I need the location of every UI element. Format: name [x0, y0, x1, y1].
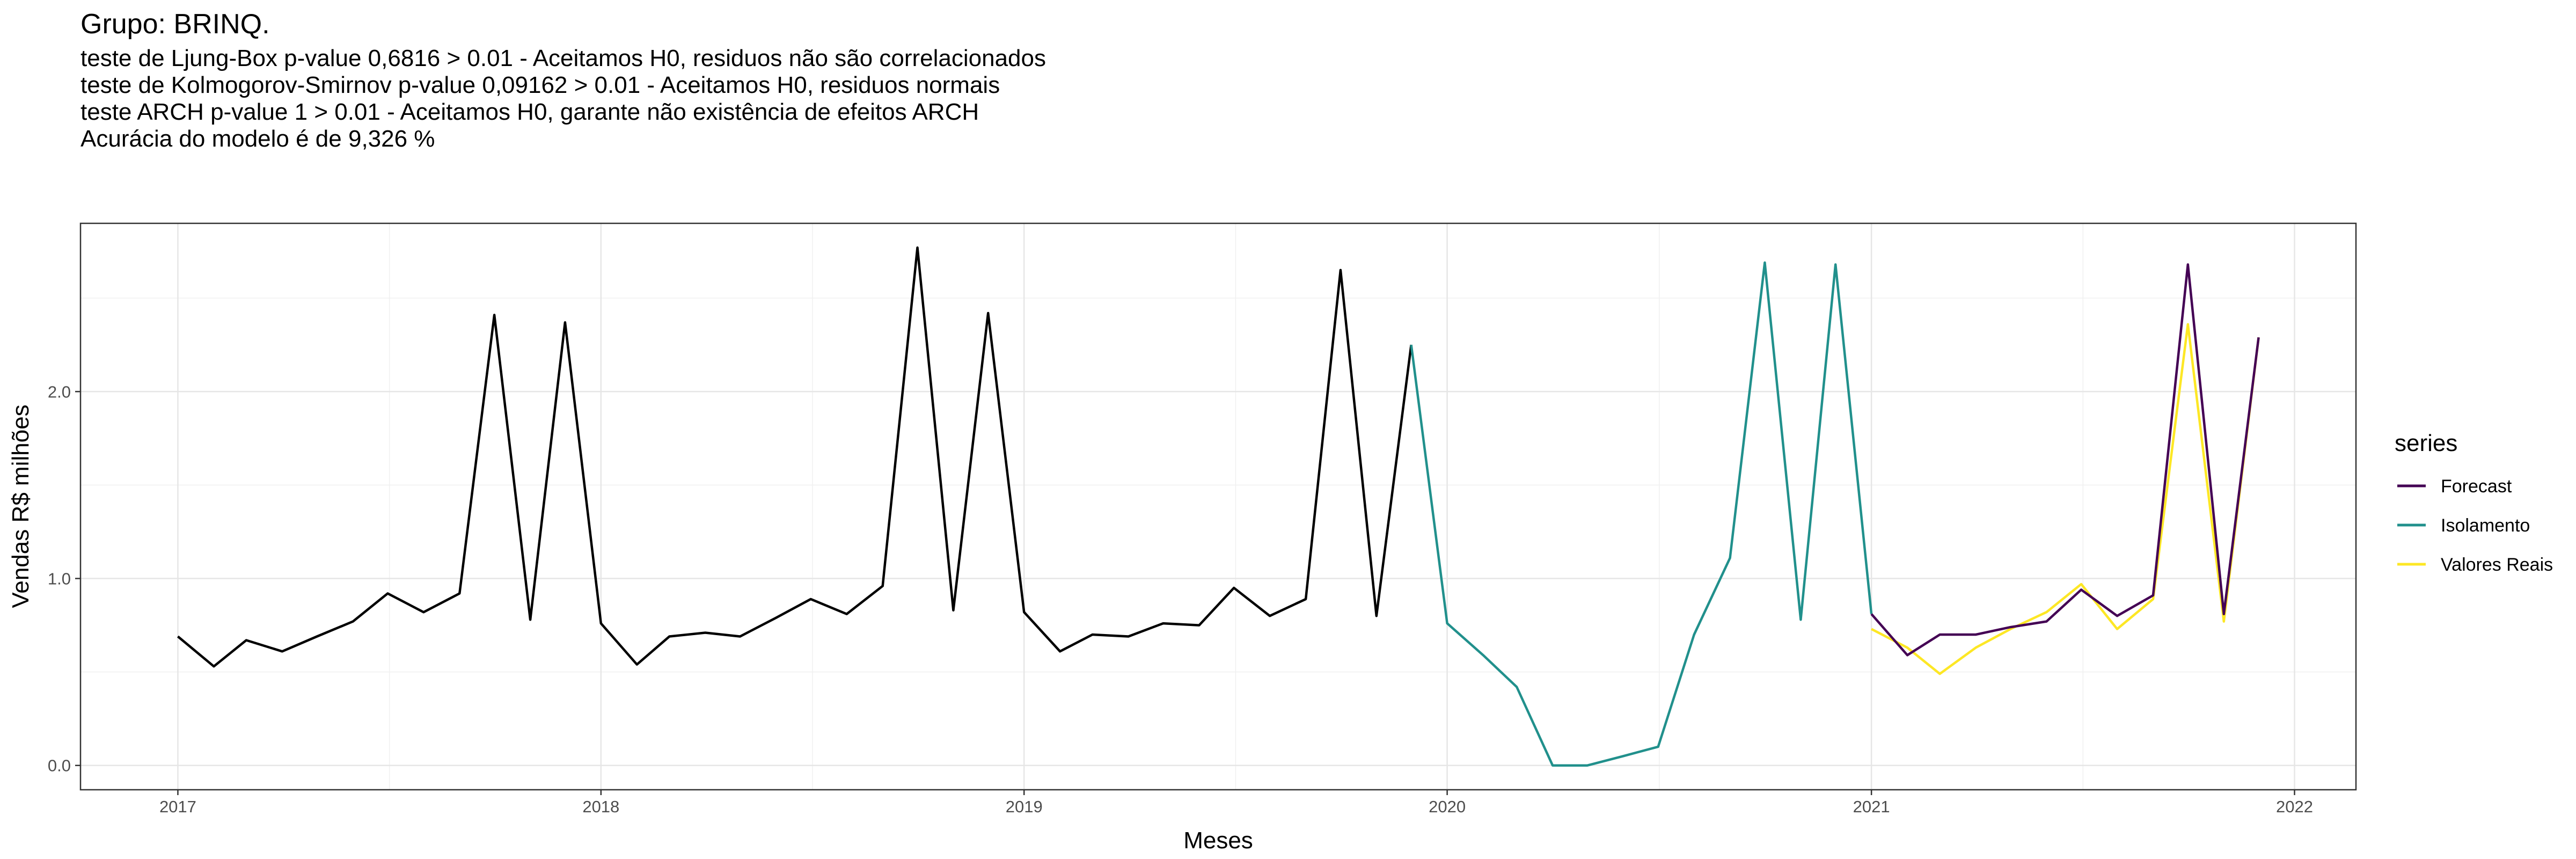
legend: series Forecast Isolamento Valores Reais [2395, 430, 2553, 575]
legend-label-isolamento: Isolamento [2441, 515, 2530, 536]
series-line-valores-reais [1871, 323, 2260, 675]
x-tick-label-2022: 2022 [2276, 797, 2313, 816]
x-tick-label-2017: 2017 [159, 797, 196, 816]
y-tick-label-2-0: 2.0 [48, 382, 71, 401]
y-axis-title: Vendas R$ milhões [8, 404, 34, 608]
x-tick-label-2019: 2019 [1006, 797, 1043, 816]
x-axis: 2017 2018 2019 2020 2021 2022 [159, 790, 2313, 816]
y-tick-label-1-0: 1.0 [48, 570, 71, 588]
subtitle-line-kolmogorov-smirnov: teste de Kolmogorov-Smirnov p-value 0,09… [80, 72, 1000, 98]
plot-panel-border [79, 222, 2357, 791]
subtitle-line-accuracy: Acurácia do modelo é de 9,326 % [80, 126, 435, 152]
x-tick-label-2018: 2018 [582, 797, 619, 816]
y-axis: 0.0 1.0 2.0 [48, 382, 80, 775]
x-tick-label-2020: 2020 [1429, 797, 1466, 816]
chart-title: Grupo: BRINQ. [80, 9, 270, 40]
legend-title: series [2395, 430, 2457, 456]
chart-subtitle: teste de Ljung-Box p-value 0,6816 > 0.01… [80, 45, 1046, 152]
legend-item-forecast: Forecast [2397, 476, 2512, 497]
series-line-isolamento [1410, 261, 1873, 767]
series-line-historico [177, 246, 1413, 668]
y-tick-label-0-0: 0.0 [48, 756, 71, 775]
x-tick-label-2021: 2021 [1853, 797, 1890, 816]
subtitle-line-arch: teste ARCH p-value 1 > 0.01 - Aceitamos … [80, 99, 979, 125]
plot-background [80, 223, 2356, 790]
legend-item-isolamento: Isolamento [2397, 515, 2530, 536]
grid-minor [80, 223, 2356, 790]
grid-major [80, 223, 2356, 790]
legend-label-valores-reais: Valores Reais [2441, 555, 2553, 575]
subtitle-line-ljung-box: teste de Ljung-Box p-value 0,6816 > 0.01… [80, 45, 1046, 71]
x-axis-title: Meses [1183, 827, 1253, 854]
series-line-forecast [1870, 263, 2260, 657]
legend-item-valores-reais: Valores Reais [2397, 555, 2553, 575]
series-layer [177, 246, 2260, 767]
legend-label-forecast: Forecast [2441, 476, 2512, 497]
